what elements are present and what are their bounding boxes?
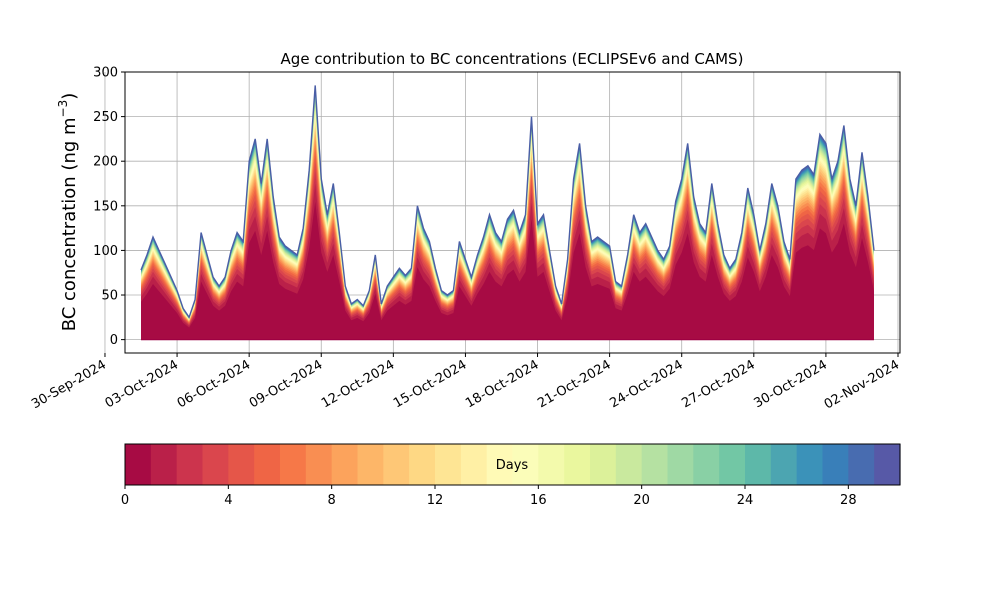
x-tick-label: 09-Oct-2024 (247, 357, 325, 411)
colorbar-bin (719, 444, 746, 485)
colorbar-bin (125, 444, 152, 485)
colorbar-bin (305, 444, 333, 485)
colorbar-tick-label: 24 (737, 493, 754, 508)
plot-area: 0 50 100 150 200 250 300 30-Sep-202403-Oct-2024… (29, 66, 902, 413)
x-tick-label: 15-Oct-2024 (391, 357, 469, 411)
colorbar-bin (150, 444, 178, 485)
x-tick-label: 02-Nov-2024 (822, 357, 902, 412)
colorbar-bin (615, 444, 643, 485)
total-series-line (140, 85, 875, 319)
colorbar-bin (280, 444, 307, 485)
y-tick-label: 300 (93, 66, 118, 81)
colorbar: 0 4 8 12 16 20 24 28 (121, 443, 901, 508)
y-axis-label: BC concentration (ng m−3) (56, 93, 80, 332)
colorbar-bin (383, 444, 410, 485)
colorbar-tick-label: 12 (427, 493, 444, 508)
x-tick-label: 30-Sep-2024 (29, 357, 109, 412)
colorbar-frame (124, 443, 901, 486)
colorbar-bin (796, 444, 824, 485)
colorbar-bin (538, 444, 565, 485)
x-tick-label: 21-Oct-2024 (535, 357, 613, 411)
colorbar-bin (822, 444, 849, 485)
colorbar-bin (228, 444, 255, 485)
colorbar-bin (460, 444, 488, 485)
x-tick-label: 30-Oct-2024 (752, 357, 830, 411)
x-tick-label: 12-Oct-2024 (319, 357, 397, 411)
y-axis-label-close: ) (59, 93, 80, 100)
x-tick-label: 03-Oct-2024 (103, 357, 181, 411)
colorbar-bin (486, 444, 514, 485)
colorbar-bin (641, 444, 669, 485)
y-tick-label: 150 (93, 199, 118, 214)
colorbar-label: Days (496, 458, 529, 473)
colorbar-bin (590, 444, 617, 485)
x-tick-label: 24-Oct-2024 (607, 357, 685, 411)
colorbar-bin (564, 444, 591, 485)
colorbar-tick-label: 0 (121, 493, 129, 508)
y-tick-label: 0 (110, 333, 118, 348)
y-tick-label: 50 (101, 289, 118, 304)
x-tick-label: 06-Oct-2024 (175, 357, 253, 411)
x-tick-label: 18-Oct-2024 (463, 357, 541, 411)
colorbar-bin (254, 444, 281, 485)
colorbar-bin (693, 444, 720, 485)
colorbar-bin (202, 444, 229, 485)
colorbar-bin (874, 444, 901, 485)
colorbar-bin (745, 444, 772, 485)
colorbar-bin (512, 444, 539, 485)
colorbar-bin (409, 444, 436, 485)
y-axis-label-main: BC concentration (ng m (59, 117, 80, 331)
colorbar-bin (331, 444, 359, 485)
plot-frame (124, 71, 901, 354)
colorbar-tick-label: 28 (840, 493, 857, 508)
chart-title: Age contribution to BC concentrations (E… (281, 50, 744, 68)
colorbar-bin (357, 444, 384, 485)
y-tick-label: 100 (93, 244, 118, 259)
colorbar-bin (667, 444, 694, 485)
y-axis-label-exponent: −3 (56, 100, 70, 118)
x-tick-label: 27-Oct-2024 (679, 357, 757, 411)
colorbar-bin (770, 444, 798, 485)
y-tick-label: 250 (93, 110, 118, 125)
colorbar-tick-label: 16 (530, 493, 547, 508)
colorbar-tick-label: 8 (328, 493, 336, 508)
age-layer-0 (141, 201, 874, 340)
y-tick-label: 200 (93, 155, 118, 170)
colorbar-bin (435, 444, 462, 485)
colorbar-bin (848, 444, 875, 485)
colorbar-tick-label: 4 (224, 493, 232, 508)
colorbar-bin (176, 444, 204, 485)
colorbar-tick-label: 20 (633, 493, 650, 508)
